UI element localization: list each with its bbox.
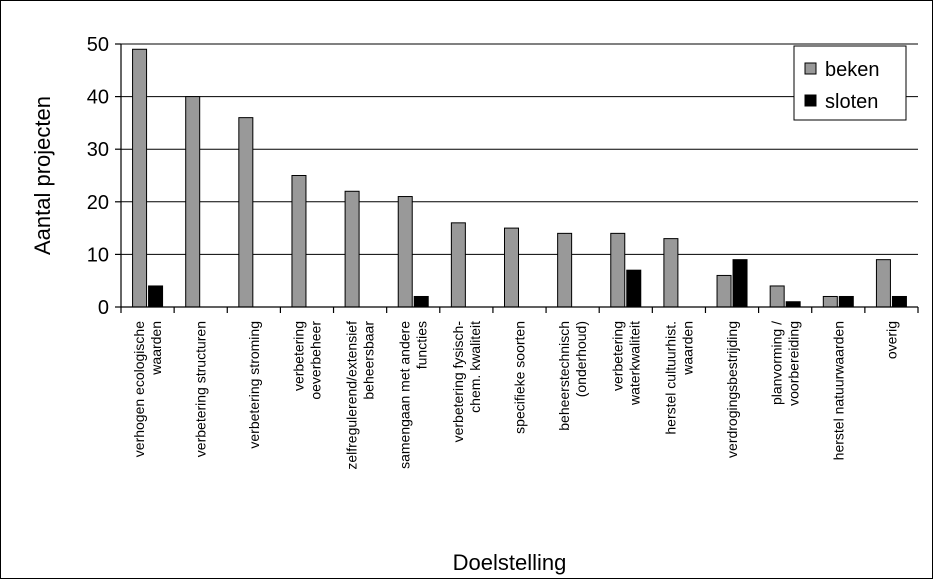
bar-sloten: [626, 269, 642, 308]
category-label: herstel cultuurhist. waarden: [662, 321, 695, 435]
y-axis-title: Aantal projecten: [30, 96, 55, 255]
y-tick-label: 40: [87, 87, 109, 109]
category-label: specifieke soorten: [512, 321, 528, 434]
category-label-line: waterkwaliteit: [626, 321, 642, 406]
category-label: samengaan met andere functies: [397, 321, 430, 469]
bars: [132, 48, 907, 308]
category-label-line: specifieke soorten: [512, 321, 528, 434]
legend-swatch-sloten: [804, 94, 817, 107]
category-label-line: waarden: [148, 321, 164, 376]
bar-beken: [185, 96, 201, 308]
category-label: zelfregulerend/extensief beheersbaar: [344, 321, 377, 470]
bar-beken: [557, 232, 573, 308]
bar-beken: [822, 295, 838, 308]
category-labels: verhogen ecologische waarden verbetering s…: [131, 321, 899, 470]
category-label: verbetering stroming: [246, 321, 262, 449]
y-tick-label: 10: [87, 244, 109, 266]
bar-sloten: [838, 295, 854, 308]
bar-beken: [291, 175, 307, 308]
bar-sloten: [413, 295, 429, 308]
category-label: beheerstechnisch (onderhoud): [556, 321, 589, 431]
category-label: verhogen ecologische waarden: [131, 321, 164, 457]
bar-sloten: [785, 301, 801, 308]
bar-beken: [716, 274, 732, 308]
bar-beken: [610, 232, 626, 308]
y-tick-label: 30: [87, 139, 109, 161]
category-label-line: voorbereiding: [786, 321, 802, 406]
category-label-line: verbetering: [290, 321, 306, 391]
x-axis-title: Doelstelling: [453, 550, 567, 575]
category-label-line: chem. kwaliteit: [467, 321, 483, 413]
y-tick-label: 0: [98, 297, 109, 319]
bar-beken: [450, 222, 466, 308]
bar-sloten: [891, 295, 907, 308]
category-label-line: verdrogingsbestrijding: [724, 321, 740, 458]
bar-beken: [238, 117, 254, 308]
category-label: verbetering fysisch-chem. kwaliteit: [450, 321, 483, 443]
category-label-line: functies: [414, 321, 430, 369]
y-tick-label: 20: [87, 192, 109, 214]
category-label-line: herstel natuurwaarden: [830, 321, 846, 460]
category-label-line: waarden: [679, 321, 695, 376]
bar-beken: [344, 190, 360, 308]
category-label-line: samengaan met andere: [397, 321, 413, 469]
category-label: verdrogingsbestrijding: [724, 321, 740, 458]
category-label-line: verhogen ecologische: [131, 321, 147, 457]
category-label-line: oeverbeheer: [307, 321, 323, 400]
category-label-line: overig: [883, 321, 899, 359]
legend-box: [793, 45, 907, 121]
bar-beken: [132, 48, 148, 308]
category-label-line: herstel cultuurhist.: [662, 321, 678, 435]
legend-label-beken: beken: [825, 59, 880, 81]
bar-sloten: [732, 259, 748, 308]
bar-sloten: [148, 285, 164, 308]
category-label-line: verbetering stroming: [246, 321, 262, 449]
category-label-line: beheerstechnisch: [556, 321, 572, 431]
category-label-line: (onderhoud): [573, 321, 589, 397]
gridlines: [121, 43, 918, 255]
axes: [120, 44, 919, 313]
category-label-line: verbetering: [609, 321, 625, 391]
legend: beken sloten: [793, 45, 907, 121]
category-label-line: verbetering structuren: [193, 321, 209, 457]
category-label: verbetering waterkwaliteit: [609, 321, 642, 406]
category-label-line: beheersbaar: [361, 321, 377, 400]
category-label-line: zelfregulerend/extensief: [344, 321, 360, 470]
y-tick-labels: 0 10 20 30 40 50: [87, 34, 121, 319]
category-label: overig: [883, 321, 899, 359]
y-tick-label: 50: [87, 34, 109, 56]
bar-beken: [875, 259, 891, 308]
category-label: verbetering structuren: [193, 321, 209, 457]
category-label: herstel natuurwaarden: [830, 321, 846, 460]
category-label: verbetering oeverbeheer: [290, 321, 323, 400]
bar-beken: [663, 238, 679, 308]
bar-beken: [769, 285, 785, 308]
legend-label-sloten: sloten: [825, 91, 878, 113]
category-label-line: verbetering fysisch-: [450, 321, 466, 443]
bar-beken: [397, 196, 413, 308]
legend-swatch-beken: [804, 62, 817, 75]
bar-beken: [504, 227, 519, 308]
category-label: planvorming / voorbereiding: [769, 321, 802, 406]
category-label-line: planvorming /: [769, 321, 785, 405]
